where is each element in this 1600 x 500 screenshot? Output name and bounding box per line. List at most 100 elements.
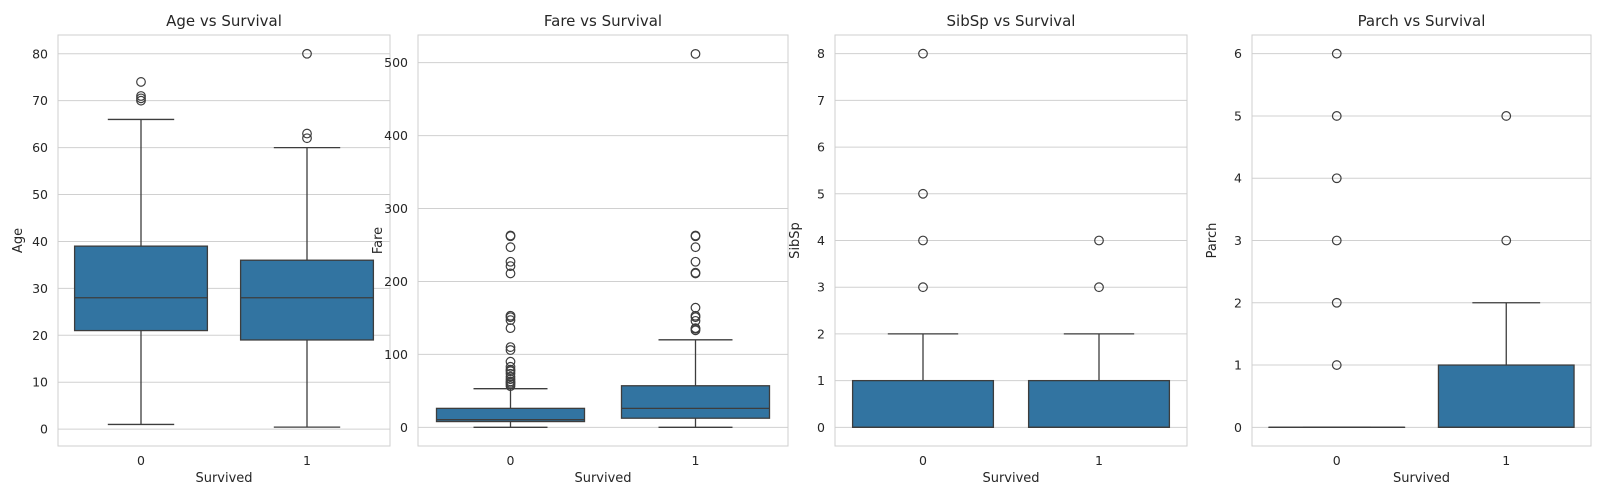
box-1 xyxy=(239,48,375,428)
outlier-point xyxy=(690,267,701,278)
chart-title: Age vs Survival xyxy=(166,12,282,30)
y-tick-label: 8 xyxy=(817,46,825,61)
y-axis-label: Fare xyxy=(371,227,386,254)
y-tick-label: 3 xyxy=(1234,233,1242,248)
outlier-point xyxy=(302,128,312,139)
y-tick-label: 0 xyxy=(1234,420,1242,435)
x-axis-label: Survived xyxy=(982,471,1039,486)
y-tick-label: 20 xyxy=(32,328,48,343)
y-tick-label: 6 xyxy=(817,140,825,155)
x-axis-label: Survived xyxy=(1393,471,1450,486)
outlier-point xyxy=(690,48,701,59)
outlier-point xyxy=(918,48,928,59)
outlier-point xyxy=(505,368,516,379)
chart-panel-2: 0 100 200 300 400 500 0 1 Fare vs Survival Surviv… xyxy=(371,12,789,486)
outlier-point xyxy=(505,323,516,334)
outlier-point xyxy=(505,342,516,352)
y-tick-label: 70 xyxy=(32,93,48,108)
outlier-point xyxy=(505,315,516,326)
outlier-point xyxy=(505,268,516,279)
x-axis-label: Survived xyxy=(574,471,631,486)
y-tick-label: 6 xyxy=(1234,46,1242,61)
iqr-box xyxy=(239,259,375,341)
axes-frame xyxy=(417,34,789,447)
x-tick-label: 0 xyxy=(1333,453,1341,468)
chart-title: Fare vs Survival xyxy=(544,12,662,30)
y-tick-label: 500 xyxy=(384,55,408,70)
axes-frame xyxy=(1251,34,1592,447)
outlier-point xyxy=(505,261,516,272)
y-tick-label: 80 xyxy=(32,46,48,61)
outlier-point xyxy=(690,302,701,313)
outlier-point xyxy=(1331,48,1342,59)
axes-frame xyxy=(57,34,391,447)
y-tick-label: 4 xyxy=(817,233,825,248)
y-tick-label: 1 xyxy=(1234,358,1242,373)
outlier-point xyxy=(136,77,146,87)
y-tick-label: 5 xyxy=(1234,108,1242,123)
y-tick-label: 1 xyxy=(817,373,825,388)
outlier-point xyxy=(505,256,516,267)
y-axis-label: Parch xyxy=(1205,223,1220,259)
x-axis-label: Survived xyxy=(195,471,252,486)
outlier-point xyxy=(505,345,516,355)
outlier-point xyxy=(505,242,516,253)
outlier-point xyxy=(690,242,701,253)
outlier-point xyxy=(1331,297,1342,308)
x-tick-label: 0 xyxy=(137,453,145,468)
y-tick-label: 300 xyxy=(384,201,408,216)
outlier-point xyxy=(505,356,516,367)
y-tick-label: 2 xyxy=(1234,295,1242,310)
y-tick-label: 7 xyxy=(817,93,825,108)
outlier-point xyxy=(1094,282,1104,293)
iqr-box xyxy=(1437,364,1575,428)
y-tick-label: 0 xyxy=(40,422,48,437)
y-tick-label: 0 xyxy=(400,420,408,435)
y-tick-label: 10 xyxy=(32,375,48,390)
x-tick-label: 1 xyxy=(692,453,700,468)
outlier-point xyxy=(1501,111,1512,121)
outlier-point xyxy=(505,361,516,372)
chart-panel-1: 0 10 20 30 40 50 60 70 80 0 1 Age vs Survival Surviv… xyxy=(11,12,391,486)
outlier-point xyxy=(1501,235,1512,246)
outlier-point xyxy=(1331,360,1342,370)
box-0 xyxy=(851,48,995,428)
outlier-point xyxy=(918,188,928,199)
outlier-point xyxy=(505,310,516,321)
chart-title: Parch vs Survival xyxy=(1358,12,1486,30)
outlier-point xyxy=(136,91,146,101)
iqr-box xyxy=(620,385,771,419)
box-0 xyxy=(435,230,586,428)
x-tick-label: 0 xyxy=(919,453,927,468)
outlier-point xyxy=(690,323,701,334)
outlier-point xyxy=(302,133,312,144)
outlier-point xyxy=(1331,235,1342,246)
iqr-box xyxy=(435,407,586,423)
y-tick-label: 5 xyxy=(817,186,825,201)
y-tick-label: 50 xyxy=(32,187,48,202)
outlier-point xyxy=(1331,173,1342,184)
box-1 xyxy=(1027,235,1171,428)
x-tick-label: 1 xyxy=(303,453,311,468)
y-tick-label: 0 xyxy=(817,420,825,435)
outlier-point xyxy=(1094,235,1104,246)
chart-panel-3: 0 1 2 3 4 5 6 7 8 0 1 SibSp vs Survival Survived SibS… xyxy=(788,12,1188,486)
y-tick-label: 3 xyxy=(817,280,825,295)
y-tick-label: 200 xyxy=(384,274,408,289)
box-0 xyxy=(73,77,209,426)
x-tick-label: 1 xyxy=(1095,453,1103,468)
box-1 xyxy=(1437,111,1575,428)
axes-frame xyxy=(834,34,1188,447)
y-tick-label: 100 xyxy=(384,347,408,362)
iqr-box xyxy=(1027,379,1171,428)
iqr-box xyxy=(851,379,995,428)
y-tick-label: 40 xyxy=(32,234,48,249)
outlier-point xyxy=(302,48,312,59)
outlier-point xyxy=(1331,111,1342,121)
y-axis-label: Age xyxy=(11,228,26,253)
x-tick-label: 0 xyxy=(507,453,515,468)
outlier-point xyxy=(505,230,516,241)
y-tick-label: 4 xyxy=(1234,171,1242,186)
outlier-point xyxy=(918,235,928,246)
